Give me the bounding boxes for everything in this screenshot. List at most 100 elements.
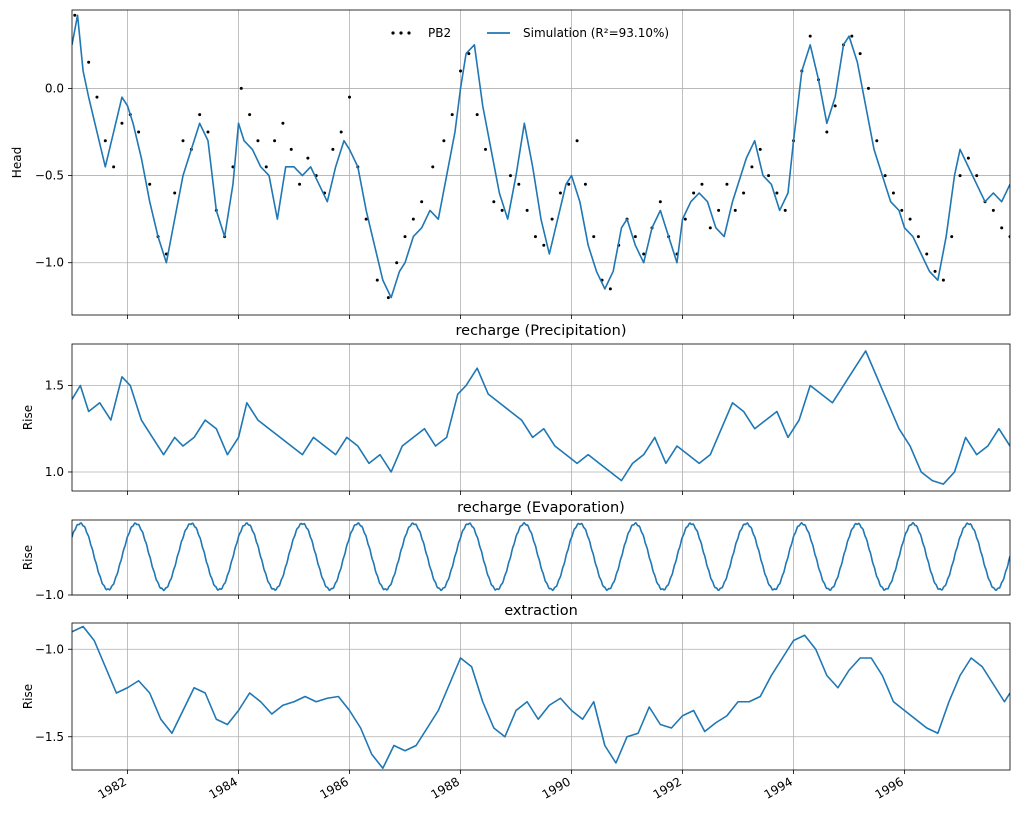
data-point [950,235,954,239]
series-line [72,14,1010,299]
data-point [103,139,107,143]
y-tick-label: −1.0 [35,588,64,602]
data-point [758,147,762,151]
data-point [608,287,612,291]
legend: PB2 Simulation (R²=93.10%) [391,26,669,40]
y-tick-label: 0.0 [45,81,64,95]
data-point [281,121,285,125]
data-point [567,182,571,186]
data-point [525,208,529,212]
data-point [933,269,937,273]
data-point [459,69,463,73]
data-point [450,113,454,117]
data-point [966,156,970,160]
data-point [517,182,521,186]
data-point [683,217,687,221]
legend-marker-points [399,31,403,35]
y-tick-label: 1.0 [45,465,64,479]
legend-label-observations: PB2 [428,26,451,40]
data-point [575,139,579,143]
data-point [717,208,721,212]
data-point [692,191,696,195]
panel-2: 1.5 1.0 Rise recharge (Precipitation) [21,323,1011,495]
y-tick-label: 1.5 [45,379,64,393]
data-point [925,252,929,256]
axes-frame [71,622,1011,771]
legend-marker-points [407,31,411,35]
data-point [395,261,399,265]
grid [72,623,1010,770]
data-point [700,182,704,186]
data-point [875,139,879,143]
y-axis-label: Head [10,147,24,178]
data-point [1000,226,1004,230]
data-point [331,147,335,151]
data-point [891,191,895,195]
data-point [991,208,995,212]
data-point [958,174,962,178]
data-point [306,156,310,160]
data-point [916,235,920,239]
series-group [72,625,1010,770]
data-point [442,139,446,143]
data-point [492,200,496,204]
data-point [550,217,554,221]
data-point [403,235,407,239]
data-point [633,235,637,239]
data-point [148,182,152,186]
series-group [72,13,1010,300]
data-point [120,121,124,125]
data-point [592,235,596,239]
data-point [775,191,779,195]
y-axis-label: Rise [21,405,35,430]
y-tick-label: −0.5 [35,169,64,183]
data-point [542,243,546,247]
data-point [833,104,837,108]
y-axis-label: Rise [21,684,35,709]
data-point [708,226,712,230]
data-point [750,165,754,169]
data-point [483,147,487,151]
axes-frame [71,9,1011,316]
data-point [206,130,210,134]
data-point [866,86,870,90]
data-point [431,165,435,169]
data-point [87,60,91,64]
data-point [420,200,424,204]
series-line [72,521,1010,592]
data-point [339,130,343,134]
data-point [941,278,945,282]
y-tick-label: −1.5 [35,730,64,744]
series-line [72,350,1010,485]
data-point [583,182,587,186]
data-point [558,191,562,195]
data-point [533,235,537,239]
data-point [500,208,504,212]
data-point [289,147,293,151]
data-point [173,191,177,195]
series-group [72,350,1010,485]
panel-1: 0.0 −0.5 −1.0 Head PB2 Simulation (R²=93.10%) [10,9,1011,319]
data-point [900,208,904,212]
panel-title: extraction [504,603,578,619]
data-point [348,95,352,99]
data-point [256,139,260,143]
panel-title: recharge (Evaporation) [457,500,625,516]
grid [72,10,1010,315]
axes-frame [71,343,1011,492]
data-point [137,130,141,134]
data-point [411,217,415,221]
legend-label-simulation: Simulation (R²=93.10%) [523,26,669,40]
data-point [825,130,829,134]
data-point [642,252,646,256]
data-point [112,165,116,169]
grid [72,344,1010,491]
data-point [181,139,185,143]
data-point [298,182,302,186]
panel-title: recharge (Precipitation) [456,323,627,339]
panel-3: −1.0 Rise recharge (Evaporation) [21,500,1011,602]
data-point [742,191,746,195]
data-point [767,174,771,178]
data-point [808,34,812,38]
data-point [908,217,912,221]
